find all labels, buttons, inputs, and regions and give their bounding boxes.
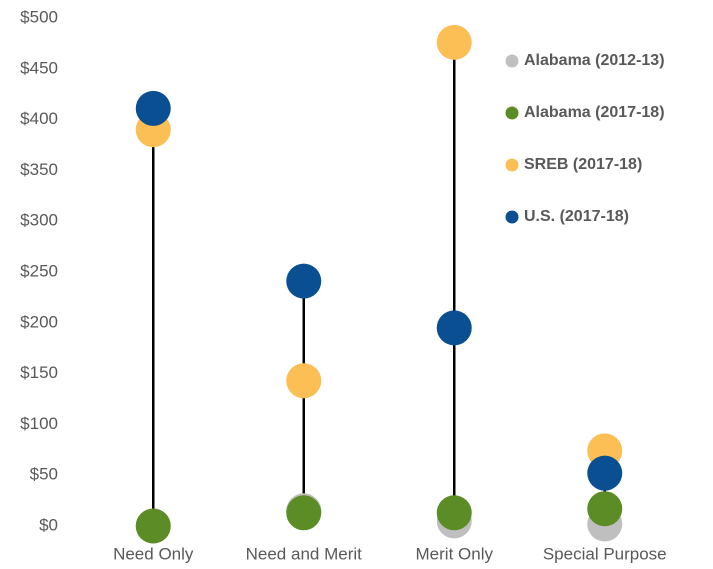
dot [135,90,171,126]
y-tick-label: $250 [20,261,58,280]
dot [436,24,472,60]
x-tick-label: Need and Merit [246,544,363,563]
legend-label: Alabama (2017-18) [524,104,665,121]
y-tick-label: $400 [20,109,58,128]
y-tick-label: $0 [39,515,58,534]
dot [436,495,472,531]
legend-label: Alabama (2012-13) [524,52,665,69]
y-tick-label: $150 [20,363,58,382]
legend-label: U.S. (2017-18) [524,208,629,225]
legend-label: SREB (2017-18) [524,156,642,173]
dot [587,491,623,527]
legend-marker [505,210,519,224]
y-tick-label: $200 [20,312,58,331]
y-tick-label: $350 [20,160,58,179]
x-tick-label: Merit Only [416,544,494,563]
legend-marker [505,54,519,68]
dot [286,363,322,399]
legend-marker [505,106,519,120]
dot [286,495,322,531]
y-tick-label: $450 [20,58,58,77]
dot [286,263,322,299]
y-tick-label: $100 [20,414,58,433]
dot [436,310,472,346]
y-tick-label: $500 [20,7,58,26]
x-tick-label: Special Purpose [543,544,667,563]
legend-marker [505,158,519,172]
y-tick-label: $300 [20,211,58,230]
x-tick-label: Need Only [113,544,194,563]
dot [587,455,623,491]
dot [135,508,171,544]
y-tick-label: $50 [30,465,58,484]
